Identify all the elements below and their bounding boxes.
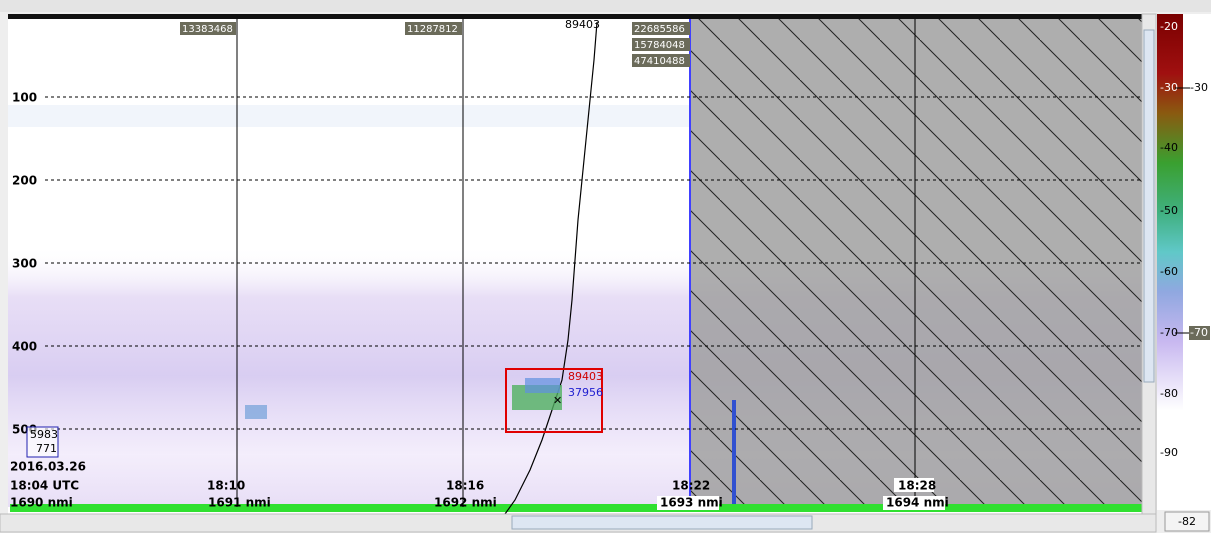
toolbar (0, 0, 1211, 12)
depth-label: 400 (12, 340, 37, 354)
ping-label-bg (180, 22, 236, 35)
value-label: 47410488 (634, 56, 685, 67)
ping-label: 11287812 (407, 24, 458, 35)
date-label: 2016.03.26 (10, 460, 86, 474)
distance-label: 1690 nmi (10, 496, 73, 510)
distance-label: 1692 nmi (434, 496, 497, 510)
depth-label: 200 (12, 174, 37, 188)
label-bg (883, 496, 945, 510)
value-label-bg (632, 38, 690, 51)
value-label: 15784048 (634, 40, 685, 51)
depth-label: 300 (12, 257, 37, 271)
selection-box[interactable] (505, 368, 603, 433)
value-label-bg (632, 54, 690, 67)
bottom-spike (732, 400, 736, 507)
time-label: 18:16 (446, 479, 484, 493)
colorbar-marker[interactable]: -30 (1190, 81, 1208, 94)
track-label: 89403 (565, 18, 600, 31)
colorbar-label: -70 (1160, 326, 1178, 339)
colorbar-label: -80 (1160, 387, 1178, 400)
ping-label-bg (405, 22, 462, 35)
time-label: 18:28 (898, 479, 936, 493)
colorbar-marker-bg (1189, 326, 1210, 340)
selection-label: 89403 (568, 370, 603, 383)
selection-cross: ✕ (553, 394, 562, 407)
marker-label: 5983 (30, 428, 58, 441)
surface-band (8, 14, 1142, 19)
marker-box[interactable] (26, 426, 59, 458)
colorbar-label: -50 (1160, 204, 1178, 217)
vertical-scroll-thumb[interactable] (1143, 29, 1155, 383)
colorbar-label: -20 (1160, 20, 1178, 33)
selection-label: 37956 (568, 386, 603, 399)
time-label: 18:22 (672, 479, 710, 493)
value-box (1164, 511, 1210, 532)
track-line (504, 21, 598, 515)
distance-label: 1693 nmi (660, 496, 723, 510)
distance-label: 1691 nmi (208, 496, 271, 510)
label-bg (657, 496, 719, 510)
distance-label: 1694 nmi (886, 496, 949, 510)
colorbar-label: -40 (1160, 141, 1178, 154)
horizontal-scroll-thumb[interactable] (511, 515, 813, 530)
colorbar-label: -60 (1160, 265, 1178, 278)
scatter-layer-upper (8, 105, 690, 127)
time-label: 18:04 UTC (10, 479, 79, 493)
label-bg (894, 478, 934, 492)
colorbar (1157, 14, 1183, 510)
depth-label: 100 (12, 91, 37, 105)
colorbar-marker[interactable]: -70 (1190, 326, 1208, 339)
time-label: 18:10 (207, 479, 245, 493)
colorbar-label: -90 (1160, 446, 1178, 459)
colorbar-label: -30 (1160, 81, 1178, 94)
bottom-line (10, 504, 1142, 512)
value-label-bg (632, 22, 690, 35)
marker-label: 771 (36, 442, 57, 455)
value-readout: -82 (1178, 515, 1196, 528)
school (245, 378, 562, 419)
depth-lines (45, 96, 1142, 430)
ping-label: 13383468 (182, 24, 233, 35)
value-label: 22685586 (634, 24, 685, 35)
